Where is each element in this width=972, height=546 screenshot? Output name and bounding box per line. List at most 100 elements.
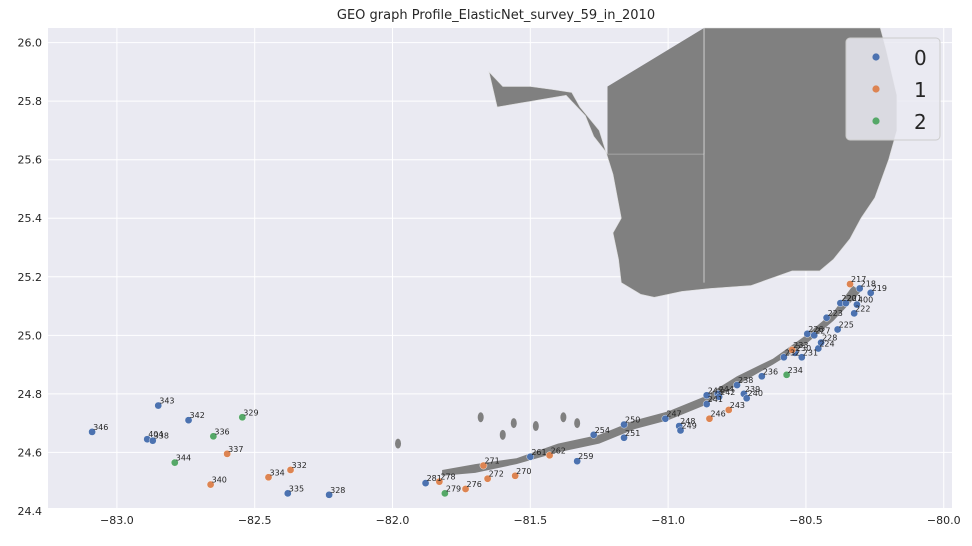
data-point bbox=[733, 381, 741, 389]
point-label: 344 bbox=[176, 454, 191, 463]
point-label: 336 bbox=[214, 427, 229, 436]
point-label: 335 bbox=[289, 484, 304, 493]
point-label: 346 bbox=[93, 423, 108, 432]
data-point bbox=[742, 394, 751, 403]
point-label: 279 bbox=[446, 484, 461, 493]
data-point bbox=[264, 473, 273, 482]
point-label: 281 bbox=[427, 474, 442, 483]
point-label: 223 bbox=[828, 309, 843, 318]
small-island bbox=[510, 418, 517, 429]
data-point bbox=[435, 477, 444, 486]
point-label: 239 bbox=[745, 385, 760, 394]
point-label: 231 bbox=[803, 348, 818, 357]
point-label: 270 bbox=[516, 467, 531, 476]
data-point bbox=[780, 353, 788, 362]
point-label: 338 bbox=[154, 432, 169, 441]
legend-label: 1 bbox=[914, 78, 927, 102]
legend-marker bbox=[872, 117, 880, 125]
data-point bbox=[724, 406, 733, 414]
data-point bbox=[148, 436, 157, 445]
data-point bbox=[209, 432, 218, 441]
y-tick-label: 25.8 bbox=[18, 95, 43, 108]
data-points bbox=[88, 280, 875, 499]
point-label: 404 bbox=[148, 430, 163, 439]
data-point bbox=[758, 372, 766, 381]
point-label: 400 bbox=[858, 296, 873, 305]
data-point bbox=[866, 289, 875, 297]
small-island bbox=[499, 429, 506, 440]
point-label: 230 bbox=[796, 344, 811, 353]
x-tick-label: −83.0 bbox=[100, 514, 134, 527]
data-point bbox=[154, 401, 163, 410]
data-point bbox=[788, 346, 796, 354]
legend-label: 0 bbox=[914, 46, 927, 70]
y-tick-label: 24.4 bbox=[18, 505, 43, 518]
point-label: 234 bbox=[788, 366, 803, 375]
point-label: 334 bbox=[269, 468, 284, 477]
data-point bbox=[170, 458, 179, 467]
x-tick-label: −82.0 bbox=[376, 514, 410, 527]
point-label: 240 bbox=[748, 389, 763, 398]
small-island bbox=[532, 421, 539, 432]
data-point bbox=[545, 451, 554, 460]
data-point bbox=[573, 457, 581, 465]
data-point bbox=[676, 426, 685, 435]
data-point bbox=[702, 400, 711, 408]
data-point bbox=[223, 450, 231, 458]
data-point bbox=[850, 309, 858, 318]
data-point bbox=[715, 392, 723, 401]
point-label: 337 bbox=[228, 445, 243, 454]
point-label: 224 bbox=[819, 339, 834, 348]
point-label: 251 bbox=[625, 429, 640, 438]
data-point bbox=[184, 416, 193, 424]
data-point bbox=[702, 391, 711, 400]
x-tick-label: −82.5 bbox=[238, 514, 272, 527]
data-point bbox=[833, 325, 842, 334]
data-point bbox=[810, 331, 818, 340]
point-label: 233 bbox=[793, 341, 808, 350]
data-point bbox=[483, 474, 492, 483]
point-label: 217 bbox=[851, 275, 866, 284]
point-label: 332 bbox=[292, 461, 307, 470]
data-point bbox=[283, 489, 292, 498]
y-tick-label: 25.4 bbox=[18, 212, 43, 225]
chart-title: GEO graph Profile_ElasticNet_survey_59_i… bbox=[337, 8, 655, 23]
small-island bbox=[560, 412, 567, 423]
y-axis-ticks: 24.4 24.6 24.8 25.0 25.2 25.4 25.6 25.8 26.0 bbox=[18, 37, 43, 518]
data-point bbox=[589, 431, 598, 439]
point-label: 247 bbox=[666, 410, 681, 419]
point-label: 222 bbox=[855, 304, 870, 313]
x-tick-label: −80.5 bbox=[789, 514, 823, 527]
point-label: 243 bbox=[730, 401, 745, 410]
x-tick-label: −81.5 bbox=[513, 514, 547, 527]
point-label: 244 bbox=[719, 385, 734, 394]
point-label: 249 bbox=[682, 421, 697, 430]
point-label: 248 bbox=[680, 417, 695, 426]
point-label: 278 bbox=[440, 473, 455, 482]
y-tick-label: 24.6 bbox=[18, 446, 43, 459]
y-tick-label: 25.2 bbox=[18, 271, 43, 284]
point-label: 259 bbox=[578, 452, 593, 461]
point-label: 246 bbox=[710, 410, 725, 419]
point-label: 340 bbox=[212, 476, 227, 485]
point-label: 343 bbox=[159, 397, 174, 406]
point-label: 225 bbox=[839, 320, 854, 329]
data-point bbox=[797, 353, 806, 362]
point-label: 250 bbox=[625, 416, 640, 425]
data-point bbox=[88, 428, 96, 436]
land-map bbox=[395, 27, 898, 476]
data-point bbox=[421, 479, 430, 487]
data-point bbox=[441, 489, 449, 498]
point-label: 328 bbox=[330, 486, 345, 495]
data-point bbox=[661, 414, 670, 423]
data-point bbox=[782, 371, 791, 379]
legend-box bbox=[845, 37, 941, 141]
data-point bbox=[206, 480, 215, 489]
point-label: 219 bbox=[872, 284, 887, 293]
point-label: 245 bbox=[708, 386, 723, 395]
point-label: 242 bbox=[720, 388, 735, 397]
data-point bbox=[846, 280, 854, 288]
data-point bbox=[526, 452, 535, 461]
